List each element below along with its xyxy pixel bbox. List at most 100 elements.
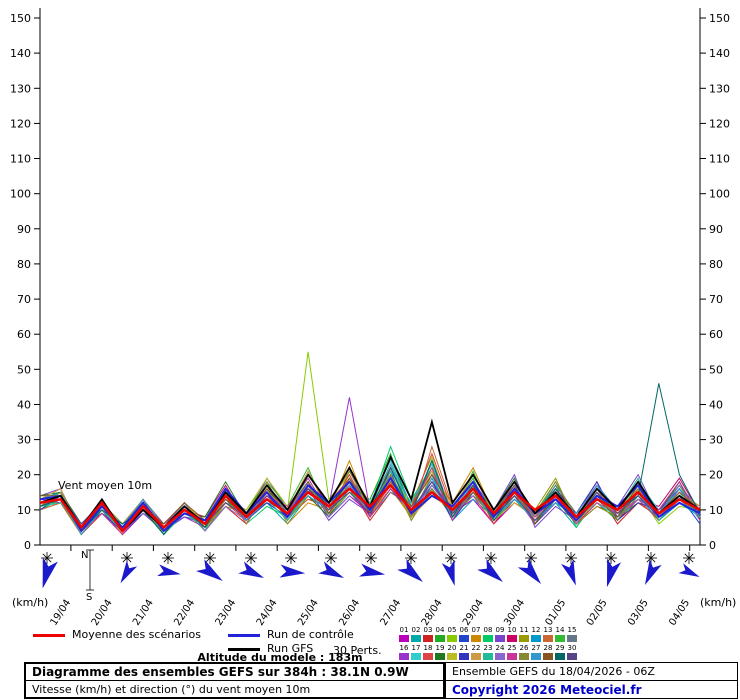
wind-barb-mark xyxy=(365,552,377,564)
y-tick-label-left: 40 xyxy=(17,399,31,412)
wind-direction-arrow xyxy=(279,564,306,578)
wind-direction-arrow xyxy=(517,558,542,584)
pert-color-swatch xyxy=(531,653,541,660)
pert-legend-item: 29 xyxy=(554,644,566,662)
wind-direction-arrow xyxy=(120,560,138,584)
unit-label-right: (km/h) xyxy=(700,596,736,609)
pert-legend-item: 14 xyxy=(554,626,566,644)
y-tick-label-right: 130 xyxy=(709,82,730,95)
pert-number: 19 xyxy=(435,644,445,652)
date-label: 21/04 xyxy=(131,598,156,626)
wind-direction-arrow xyxy=(441,559,455,586)
pert-legend-item: 04 xyxy=(434,626,446,644)
pert-color-legend: 01 02 03 04 05 06 07 08 09 10 11 12 13 14 15 16 17 18 19 20… xyxy=(398,626,578,662)
wind-barb-mark xyxy=(162,552,174,564)
pert-legend-item: 10 xyxy=(506,626,518,644)
legend-gfs-swatch xyxy=(228,648,260,651)
y-tick-label-left: 90 xyxy=(17,223,31,236)
legend-mean-swatch xyxy=(33,634,65,637)
pert-number: 18 xyxy=(423,644,433,652)
pert-color-swatch xyxy=(555,653,565,660)
date-label: 24/04 xyxy=(255,598,280,626)
pert-color-swatch xyxy=(531,635,541,642)
wind-direction-arrow xyxy=(561,559,576,586)
altitude-label: Altitude du modele : 183m xyxy=(197,651,363,664)
pert-legend-item: 21 xyxy=(458,644,470,662)
y-tick-label-right: 120 xyxy=(709,117,730,130)
date-label: 27/04 xyxy=(378,598,403,626)
y-tick-label-right: 20 xyxy=(709,469,723,482)
pert-color-swatch xyxy=(411,635,421,642)
pert-legend-item: 11 xyxy=(518,626,530,644)
pert-legend-item: 05 xyxy=(446,626,458,644)
wind-barb-mark xyxy=(605,552,617,564)
pert-legend-item: 03 xyxy=(422,626,434,644)
wind-direction-arrow xyxy=(477,558,503,583)
pert-number: 23 xyxy=(483,644,493,652)
wind-barb-mark xyxy=(565,552,577,564)
pert-legend-item: 01 xyxy=(398,626,410,644)
pert-number: 26 xyxy=(519,644,529,652)
compass-indicator: NS xyxy=(81,549,94,603)
y-tick-label-left: 0 xyxy=(24,539,31,552)
y-tick-label-right: 30 xyxy=(709,434,723,447)
wind-barb-mark xyxy=(485,552,497,564)
pert-color-swatch xyxy=(519,653,529,660)
pert-legend-item: 23 xyxy=(482,644,494,662)
date-label: 26/04 xyxy=(337,598,362,626)
date-label: 23/04 xyxy=(213,598,238,626)
pert-color-swatch xyxy=(435,653,445,660)
y-tick-label-right: 10 xyxy=(709,504,723,517)
y-tick-label-right: 100 xyxy=(709,188,730,201)
y-tick-label-left: 10 xyxy=(17,504,31,517)
pert-color-swatch xyxy=(399,635,409,642)
ensemble-chart: 0 0 10 10 20 20 30 30 40 40 50 50 60 60 70 70 80 80 90 90 10… xyxy=(10,8,736,626)
date-label: 22/04 xyxy=(172,598,197,626)
pert-color-swatch xyxy=(411,653,421,660)
pert-color-swatch xyxy=(471,635,481,642)
wind-barb-mark xyxy=(445,552,457,564)
pert-legend-item: 16 xyxy=(398,644,410,662)
pert-number: 04 xyxy=(435,626,445,634)
pert-number: 25 xyxy=(507,644,517,652)
wind-direction-arrow xyxy=(359,563,386,577)
wind-barb-mark xyxy=(285,552,297,564)
pert-legend-item: 26 xyxy=(518,644,530,662)
wind-direction-arrow xyxy=(196,559,223,581)
wind-barb-mark xyxy=(204,552,216,564)
pert-color-swatch xyxy=(495,635,505,642)
y-tick-label-left: 80 xyxy=(17,258,31,271)
y-tick-label-left: 100 xyxy=(10,188,31,201)
pert-legend-item: 20 xyxy=(446,644,458,662)
date-label: 30/04 xyxy=(502,598,527,626)
pert-number: 01 xyxy=(399,626,409,634)
pert-legend-item: 07 xyxy=(470,626,482,644)
wind-direction-arrow xyxy=(42,557,58,589)
pert-legend-item: 30 xyxy=(566,644,578,662)
y-tick-label-right: 140 xyxy=(709,47,730,60)
y-tick-label-right: 80 xyxy=(709,258,723,271)
legend-gfs-label: Run GFS xyxy=(267,642,314,655)
pert-color-swatch xyxy=(555,635,565,642)
pert-legend-item: 15 xyxy=(566,626,578,644)
pert-number: 29 xyxy=(555,644,565,652)
y-tick-label-right: 90 xyxy=(709,223,723,236)
y-tick-label-left: 30 xyxy=(17,434,31,447)
wind-barb-mark xyxy=(325,552,337,564)
pert-number: 30 xyxy=(567,644,577,652)
pert-number: 11 xyxy=(519,626,529,634)
legend-control-swatch xyxy=(228,634,260,637)
y-tick-label-left: 130 xyxy=(10,82,31,95)
inplot-wind-label: Vent moyen 10m xyxy=(58,479,152,492)
pert-color-swatch xyxy=(435,635,445,642)
y-tick-label-left: 140 xyxy=(10,47,31,60)
legend-mean-label: Moyenne des scénarios xyxy=(72,628,201,641)
pert-color-swatch xyxy=(519,635,529,642)
footer-run-box: Ensemble GEFS du 18/04/2026 - 06Z Copyri… xyxy=(445,662,738,699)
pert-color-swatch xyxy=(423,653,433,660)
pert-number: 22 xyxy=(471,644,481,652)
copyright-link[interactable]: Copyright 2026 Meteociel.fr xyxy=(452,683,642,697)
pert-number: 21 xyxy=(459,644,469,652)
pert-color-swatch xyxy=(543,635,553,642)
date-label: 28/04 xyxy=(420,598,445,626)
